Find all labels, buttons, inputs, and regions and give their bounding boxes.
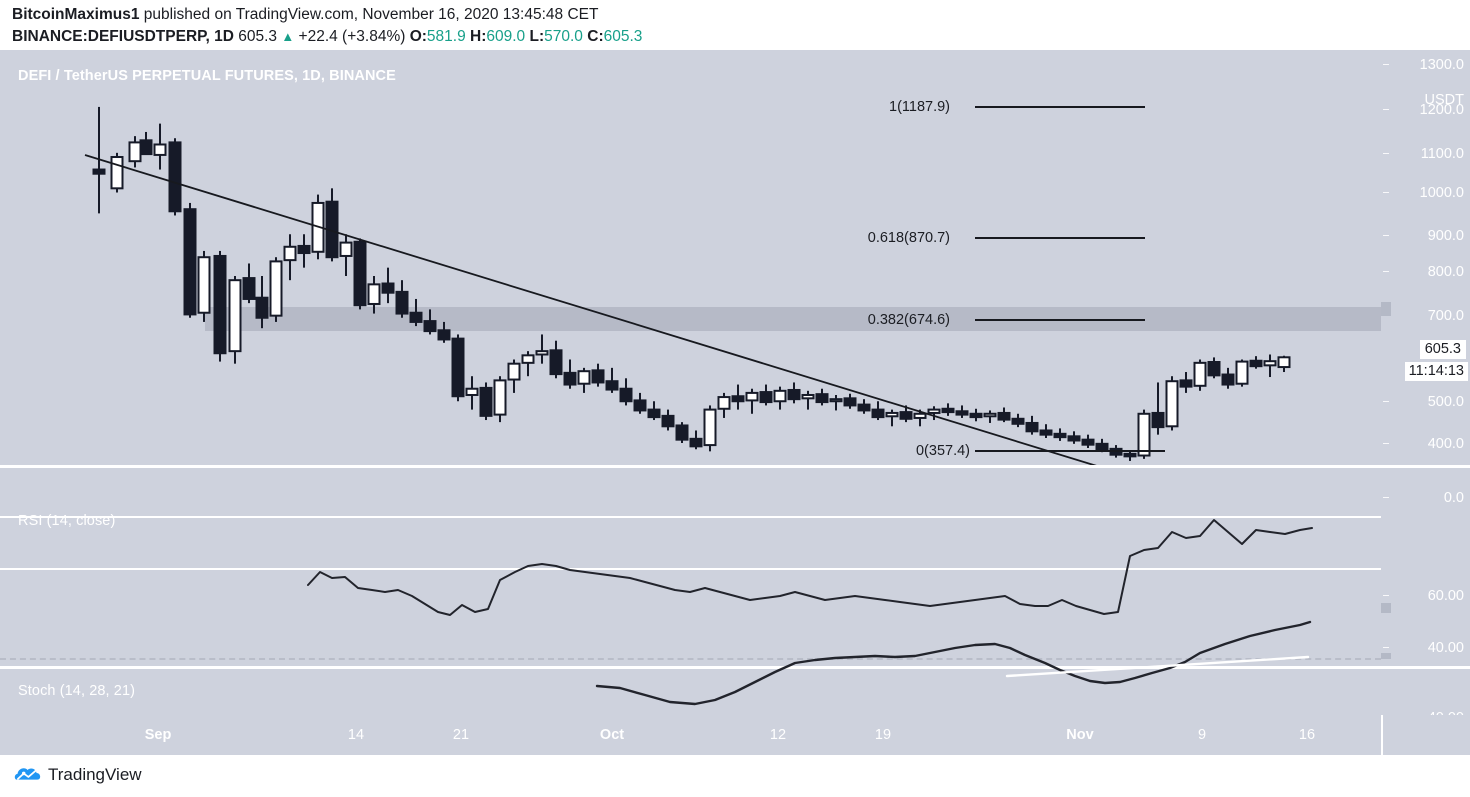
high-value: 609.0 <box>486 28 526 45</box>
rsi-axis-label: 60.00 <box>1427 588 1464 604</box>
price-axis-tick <box>1383 235 1389 236</box>
price-axis-tick <box>1383 153 1389 154</box>
close-value: 605.3 <box>603 28 643 45</box>
price-axis-label: 1300.0 <box>1419 57 1464 73</box>
low-key: L: <box>529 28 545 45</box>
candlestick-series <box>84 106 1291 491</box>
fib-level-line <box>975 106 1145 108</box>
close-key: C: <box>587 28 604 45</box>
time-axis-label: Oct <box>599 727 625 743</box>
tradingview-logo-icon[interactable] <box>14 762 42 788</box>
publication-meta: published on TradingView.com, November 1… <box>139 6 599 23</box>
stoch-pane-title: Stoch (14, 28, 21) <box>18 683 136 699</box>
open-key: O: <box>409 28 427 45</box>
time-axis-label: 19 <box>874 727 892 743</box>
time-axis-label: 21 <box>452 727 470 743</box>
price-axis-label: 1100.0 <box>1420 146 1464 162</box>
low-value: 570.0 <box>544 28 583 45</box>
fib-level-label: 0(357.4) <box>915 443 970 459</box>
rsi-gridline <box>0 568 1381 570</box>
rsi-axis-marker <box>1381 603 1391 613</box>
fib-level-line <box>975 237 1145 239</box>
current-price-tag: 605.3 <box>1419 340 1466 359</box>
chart-header: BitcoinMaximus1 published on TradingView… <box>0 0 1470 50</box>
price-axis-tick <box>1383 401 1389 402</box>
price-axis-tick <box>1383 192 1389 193</box>
tradingview-brand-text: TradingView <box>48 765 142 784</box>
price-pane[interactable]: 1(1187.9) 0.618(870.7) 0.382(674.6) 0(357.4… <box>0 50 1381 491</box>
chart-canvas[interactable]: 1(1187.9) 0.618(870.7) 0.382(674.6) 0(357.4… <box>0 50 1470 765</box>
price-axis-label: 700.0 <box>1427 308 1464 324</box>
rsi-line-series <box>307 519 1313 616</box>
rsi-oversold-dashed-line <box>0 658 1381 660</box>
time-axis-label: 9 <box>1197 727 1207 743</box>
stoch-line-series <box>595 620 1312 706</box>
price-axis-label: 900.0 <box>1427 228 1464 244</box>
price-axis-level-marker <box>1381 302 1391 316</box>
fib-level-label: 0.618(870.7) <box>867 230 950 246</box>
up-triangle-icon: ▲ <box>281 29 295 44</box>
price-axis-label: 500.0 <box>1427 394 1464 410</box>
rsi-axis-tick <box>1383 595 1389 596</box>
symbol-label[interactable]: BINANCE:DEFIUSDTPERP, 1D <box>12 28 234 45</box>
time-axis-divider <box>1381 715 1383 755</box>
last-price: 605.3 <box>238 28 278 45</box>
rsi-axis[interactable]: 0.0 60.00 40.00 <box>1381 468 1470 666</box>
price-pane-title: DEFI / TetherUS PERPETUAL FUTURES, 1D, B… <box>18 68 396 84</box>
rsi-pane[interactable]: RSI (14, close) <box>0 468 1381 666</box>
time-axis-label: Sep <box>144 727 172 743</box>
fib-level-label: 0.382(674.6) <box>867 312 950 328</box>
price-axis-tick <box>1383 271 1389 272</box>
open-value: 581.9 <box>426 28 466 45</box>
price-axis-label: 400.0 <box>1427 436 1464 452</box>
high-key: H: <box>470 28 487 45</box>
rsi-axis-label: 0.0 <box>1443 490 1464 506</box>
price-axis-tick <box>1383 109 1389 110</box>
fib-level-line <box>975 450 1165 452</box>
fib-level-line <box>975 319 1145 321</box>
time-axis-label: Nov <box>1066 727 1094 743</box>
price-axis-label: 1200.0 <box>1419 102 1464 118</box>
pane-divider <box>0 465 1470 468</box>
time-axis-label: 14 <box>347 727 365 743</box>
rsi-axis-tick <box>1383 647 1389 648</box>
time-axis-label: 16 <box>1298 727 1316 743</box>
rsi-axis-tick <box>1383 497 1389 498</box>
chart-footer: TradingView <box>0 755 1470 797</box>
rsi-axis-label: 40.00 <box>1427 640 1464 656</box>
rsi-axis-marker-2 <box>1381 653 1391 659</box>
price-axis-tick <box>1383 443 1389 444</box>
price-axis-label: 1000.0 <box>1419 185 1464 201</box>
rsi-pane-title: RSI (14, close) <box>18 513 116 529</box>
rsi-gridline <box>0 516 1381 518</box>
author-name[interactable]: BitcoinMaximus1 <box>12 6 140 23</box>
price-axis-label: 800.0 <box>1427 264 1464 280</box>
price-axis-currency: USDT <box>1424 92 1464 108</box>
price-axis[interactable]: USDT 1300.0 1200.0 1100.0 1000.0 900.0 800.0 7… <box>1381 50 1470 489</box>
time-axis-label: 12 <box>769 727 787 743</box>
time-axis[interactable]: Sep 14 21 Oct 12 19 Nov 9 16 <box>0 715 1470 755</box>
fib-level-label: 1(1187.9) <box>889 99 950 115</box>
publication-line: BitcoinMaximus1 published on TradingView… <box>12 6 598 24</box>
pane-divider <box>0 666 1470 669</box>
price-change: +22.4 (+3.84%) <box>298 28 406 45</box>
price-axis-tick <box>1383 64 1389 65</box>
symbol-quote-line: BINANCE:DEFIUSDTPERP, 1D 605.3 ▲ +22.4 (… <box>12 28 642 46</box>
countdown-clock-tag: 11:14:13 <box>1404 362 1468 381</box>
